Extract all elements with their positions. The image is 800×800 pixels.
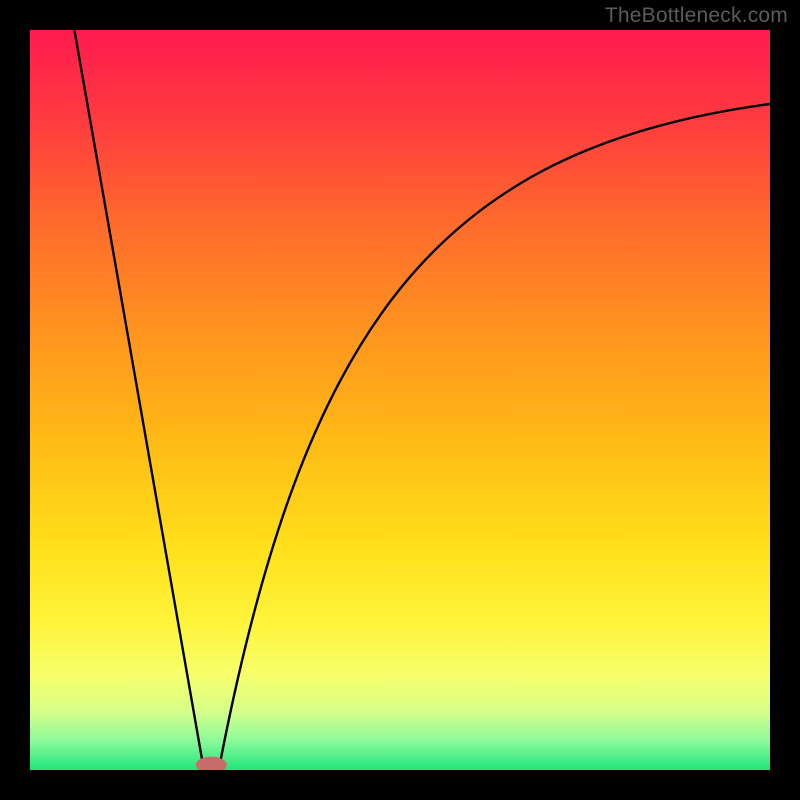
plot-svg xyxy=(30,30,770,770)
watermark-text: TheBottleneck.com xyxy=(605,4,788,28)
chart-frame: TheBottleneck.com xyxy=(0,0,800,800)
plot-area xyxy=(30,30,770,770)
gradient-background xyxy=(30,30,770,770)
